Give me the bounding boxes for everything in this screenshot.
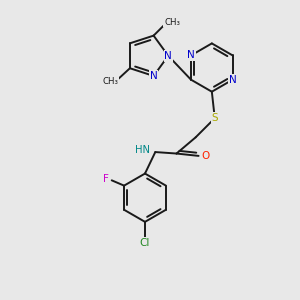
Text: S: S: [212, 113, 218, 123]
Text: N: N: [150, 71, 158, 81]
Text: N: N: [187, 50, 195, 61]
Text: CH₃: CH₃: [103, 77, 118, 86]
Text: N: N: [229, 75, 237, 85]
Text: CH₃: CH₃: [164, 18, 180, 27]
Text: Cl: Cl: [140, 238, 150, 248]
Text: HN: HN: [135, 145, 150, 155]
Text: F: F: [103, 174, 109, 184]
Text: N: N: [164, 51, 172, 61]
Text: O: O: [201, 151, 209, 161]
